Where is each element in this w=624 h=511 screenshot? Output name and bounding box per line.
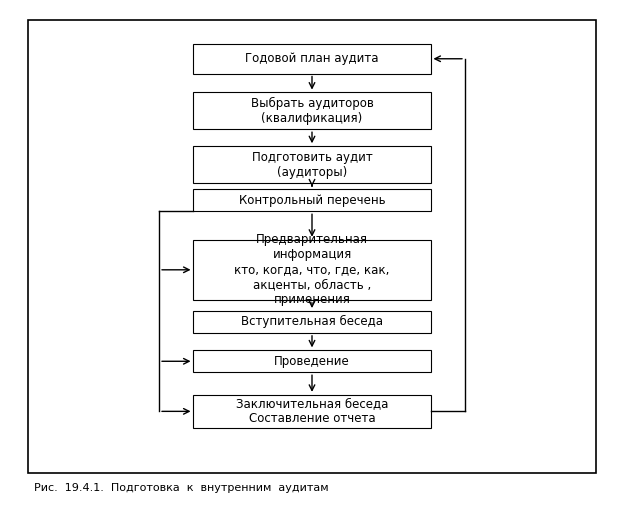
Bar [193,44,431,74]
Bar [193,146,431,183]
Text: Проведение: Проведение [274,355,350,368]
Bar [28,20,596,473]
Text: Предварительная
информация
кто, когда, что, где, как,
акценты, область ,
примене: Предварительная информация кто, когда, ч… [235,234,389,306]
Text: Вступительная беседа: Вступительная беседа [241,315,383,329]
Bar [193,240,431,300]
Text: Заключительная беседа
Составление отчета: Заключительная беседа Составление отчета [236,398,388,425]
Bar [193,351,431,372]
Text: Рис.  19.4.1.  Подготовка  к  внутренним  аудитам: Рис. 19.4.1. Подготовка к внутренним ауд… [34,483,329,493]
Text: Контрольный перечень: Контрольный перечень [239,194,385,207]
Bar [193,92,431,129]
Bar [193,394,431,428]
Bar [193,311,431,333]
Text: Выбрать аудиторов
(квалификация): Выбрать аудиторов (квалификация) [251,97,373,125]
Bar [193,189,431,211]
Text: Годовой план аудита: Годовой план аудита [245,52,379,65]
Text: Подготовить аудит
(аудиторы): Подготовить аудит (аудиторы) [251,151,373,178]
